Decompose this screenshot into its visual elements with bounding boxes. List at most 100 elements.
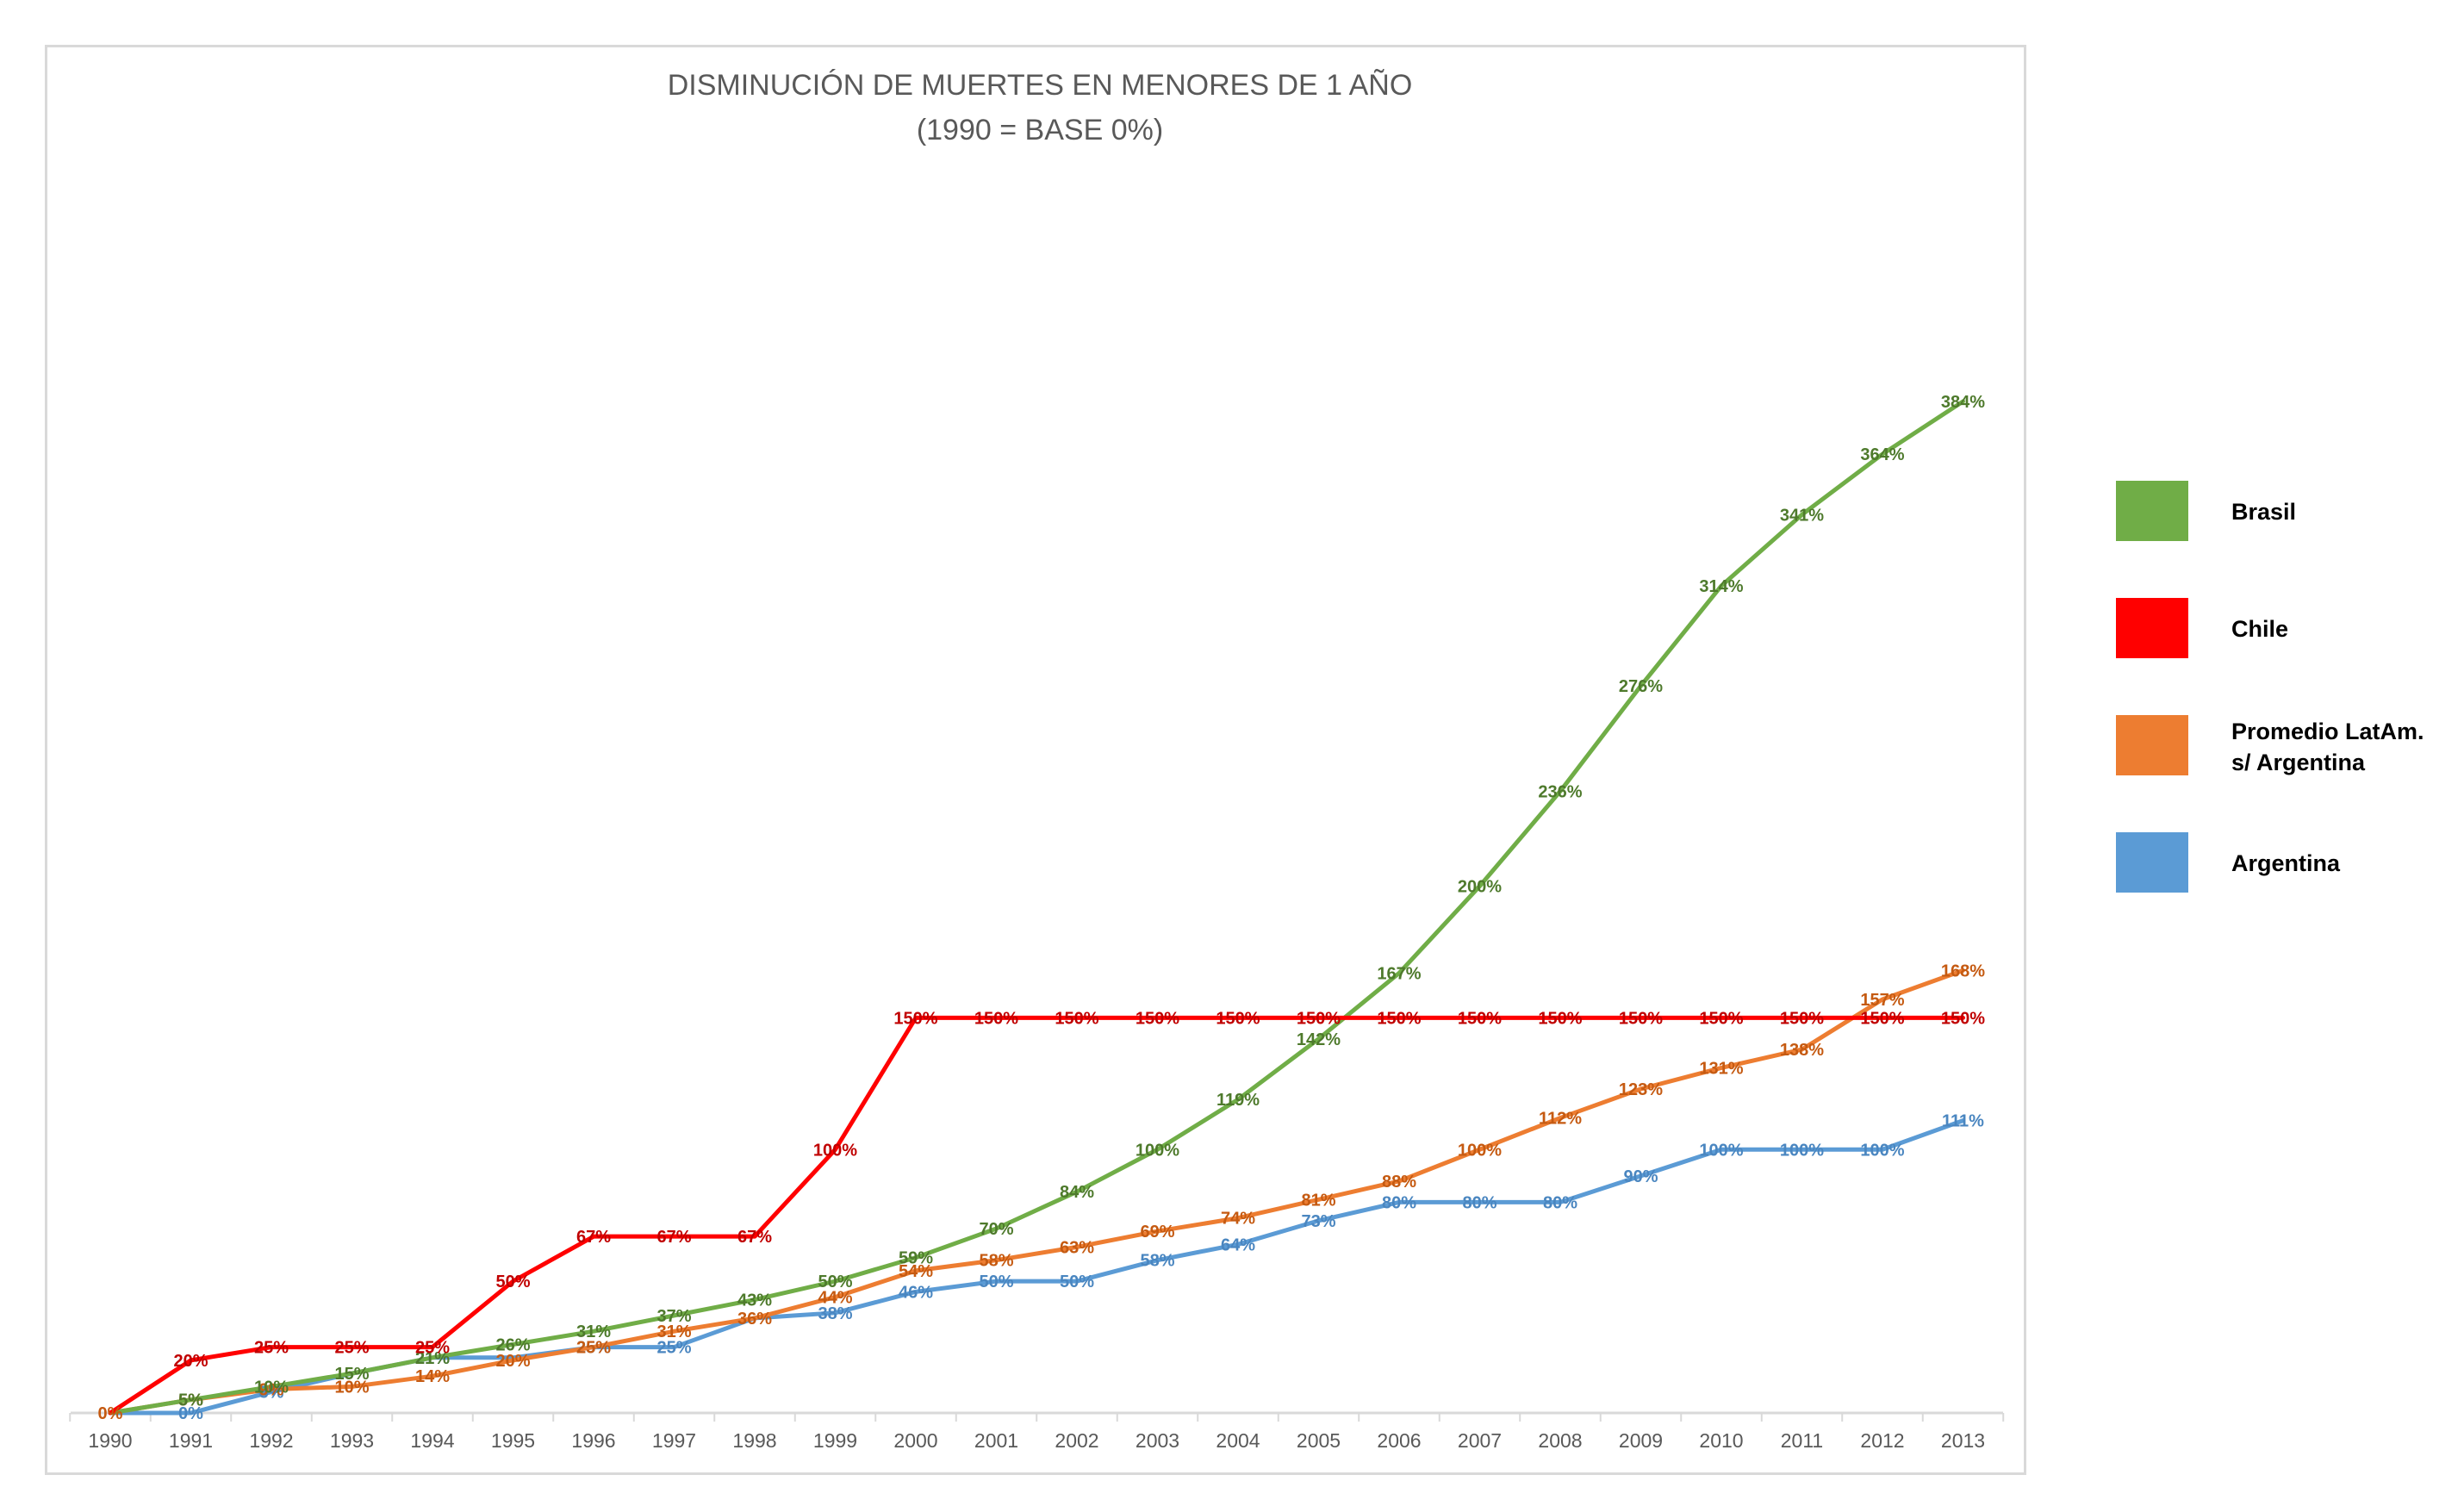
data-label: 81% (1301, 1191, 1335, 1210)
data-label: 20% (173, 1352, 208, 1371)
data-label: 50% (979, 1273, 1013, 1291)
data-label: 167% (1377, 964, 1421, 983)
data-label: 100% (1699, 1141, 1743, 1160)
data-label: 157% (1860, 991, 1904, 1010)
data-label: 150% (1216, 1009, 1260, 1028)
x-tick-label: 2011 (1781, 1429, 1823, 1452)
x-axis: 1990 1991 1992 1993 1994 1995 1996 1997 1998 1999… (69, 1411, 2005, 1452)
data-label: 67% (737, 1228, 772, 1247)
data-label: 100% (813, 1141, 857, 1160)
legend-label: s/ Argentina (2231, 750, 2366, 775)
chart-title: DISMINUCIÓN DE MUERTES EN MENORES DE 1 A… (668, 69, 1413, 102)
x-tick-label: 1991 (169, 1429, 213, 1452)
data-label: 25% (415, 1339, 450, 1358)
data-label: 70% (979, 1220, 1013, 1239)
data-label: 276% (1619, 677, 1663, 696)
data-label: 150% (1619, 1009, 1663, 1028)
data-label: 67% (656, 1228, 691, 1247)
data-label: 80% (1462, 1193, 1496, 1212)
legend: Brasil Chile Promedio LatAm. s/ Argentina Ar… (2116, 481, 2424, 893)
data-label: 50% (495, 1273, 530, 1291)
data-label: 131% (1699, 1059, 1743, 1078)
data-label: 58% (1140, 1252, 1174, 1271)
x-tick-label: 2003 (1136, 1429, 1179, 1452)
legend-swatch (2116, 481, 2188, 541)
series-lines (108, 399, 1965, 1416)
data-labels: 0%8%21%25% 25%38%46%50% 50%58%64%73%80% 80%… (98, 393, 1986, 1423)
data-label: 314% (1699, 577, 1743, 596)
data-label: 142% (1297, 1030, 1341, 1049)
data-label: 150% (1941, 1009, 1985, 1028)
data-label: 150% (1780, 1009, 1824, 1028)
x-tick-label: 2004 (1216, 1429, 1260, 1452)
data-label: 74% (1221, 1210, 1255, 1229)
data-label: 119% (1216, 1091, 1260, 1110)
data-label: 150% (1860, 1009, 1904, 1028)
data-label: 236% (1538, 782, 1582, 801)
series-line (108, 1118, 1965, 1416)
data-label: 0% (178, 1404, 203, 1423)
data-label: 50% (818, 1273, 852, 1291)
legend-label: Brasil (2231, 499, 2296, 525)
data-label: 21% (415, 1349, 450, 1368)
x-tick-label: 1994 (410, 1429, 454, 1452)
data-label: 150% (1377, 1009, 1421, 1028)
series-line (108, 968, 1965, 1416)
x-tick-label: 2008 (1538, 1429, 1582, 1452)
data-label: 80% (1543, 1193, 1577, 1212)
data-label: 46% (899, 1283, 933, 1302)
data-label: 58% (979, 1252, 1013, 1271)
data-label: 59% (899, 1249, 933, 1268)
data-label: 25% (334, 1339, 369, 1358)
data-label: 0% (98, 1404, 123, 1423)
data-label: 69% (1140, 1223, 1174, 1242)
x-tick-label: 1997 (652, 1429, 696, 1452)
data-label: 10% (334, 1378, 369, 1397)
data-label: 54% (899, 1262, 933, 1281)
chart-subtitle: (1990 = BASE 0%) (917, 114, 1163, 146)
x-tick-label: 1996 (571, 1429, 615, 1452)
data-label: 84% (1060, 1183, 1094, 1202)
legend-label: Promedio LatAm. (2231, 719, 2424, 744)
data-label: 100% (1780, 1141, 1824, 1160)
x-tick-label: 1990 (88, 1429, 132, 1452)
data-label: 43% (737, 1291, 772, 1310)
data-label: 112% (1539, 1110, 1582, 1129)
data-label: 150% (1297, 1009, 1341, 1028)
x-tick-label: 2013 (1941, 1429, 1985, 1452)
data-label: 64% (1221, 1235, 1255, 1254)
x-tick-label: 1992 (249, 1429, 293, 1452)
data-label: 38% (818, 1304, 852, 1323)
data-label: 15% (334, 1365, 369, 1384)
data-label: 100% (1136, 1141, 1179, 1160)
data-label: 44% (818, 1288, 852, 1307)
x-tick-label: 1999 (813, 1429, 857, 1452)
data-label: 123% (1619, 1080, 1663, 1099)
x-tick-label: 2007 (1458, 1429, 1502, 1452)
data-label: 36% (737, 1310, 772, 1329)
data-label: 111% (1942, 1112, 1984, 1131)
data-label: 80% (1382, 1193, 1416, 1212)
legend-swatch (2116, 715, 2188, 775)
x-tick-label: 1995 (491, 1429, 535, 1452)
data-label: 364% (1860, 445, 1904, 464)
x-tick-label: 2009 (1619, 1429, 1663, 1452)
series-line (108, 399, 1965, 1416)
data-label: 138% (1780, 1041, 1824, 1060)
data-label: 25% (254, 1339, 289, 1358)
data-label: 150% (1458, 1009, 1502, 1028)
data-label: 25% (576, 1339, 611, 1358)
data-label: 10% (254, 1378, 289, 1397)
x-tick-label: 2002 (1055, 1429, 1098, 1452)
data-label: 100% (1860, 1141, 1904, 1160)
data-label: 73% (1301, 1212, 1335, 1231)
data-label: 26% (495, 1336, 530, 1355)
legend-swatch (2116, 832, 2188, 893)
data-label: 67% (576, 1228, 611, 1247)
data-label: 88% (1382, 1173, 1416, 1192)
legend-label: Chile (2231, 616, 2288, 642)
data-label: 25% (656, 1339, 691, 1358)
data-label: 150% (1699, 1009, 1743, 1028)
data-label: 21% (415, 1349, 450, 1368)
